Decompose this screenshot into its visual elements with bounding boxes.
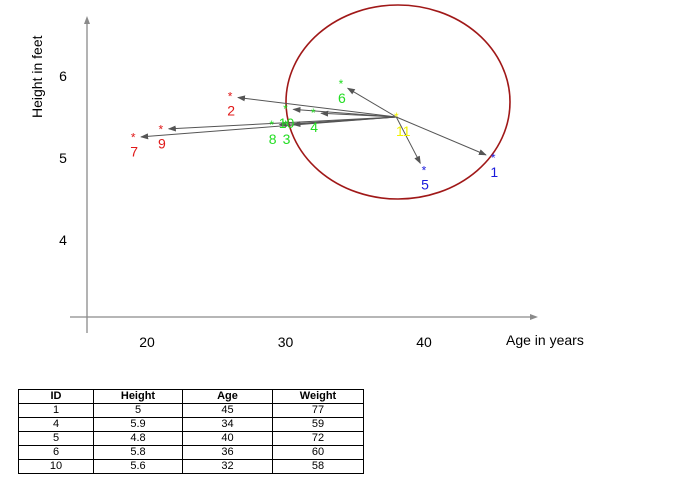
- cell-weight: 58: [272, 459, 364, 474]
- header-age: Age: [182, 389, 273, 404]
- point-marker: *: [269, 118, 274, 132]
- cell-id: 1: [18, 403, 94, 418]
- point-label: 4: [310, 119, 318, 135]
- point-marker: *: [491, 151, 496, 165]
- cell-age: 45: [182, 403, 273, 418]
- point-label: 3: [283, 131, 291, 147]
- x-tick-labels: 20 30 40: [139, 334, 432, 350]
- cell-weight: 72: [272, 431, 364, 446]
- point-marker: *: [228, 90, 233, 104]
- point-label: 9: [158, 135, 166, 151]
- point-marker: *: [339, 77, 344, 91]
- y-tick-label: 4: [59, 232, 67, 248]
- cell-id: 10: [18, 459, 94, 474]
- cell-age: 32: [182, 459, 273, 474]
- x-tick-label: 20: [139, 334, 155, 350]
- header-weight: Weight: [272, 389, 364, 404]
- distance-arrow: [167, 116, 397, 132]
- cell-height: 5: [93, 403, 183, 418]
- query-label: 11: [396, 123, 411, 139]
- x-axis-arrow: [530, 314, 538, 320]
- cell-id: 4: [18, 417, 94, 432]
- neighborhood-circle: [285, 4, 511, 200]
- cell-height: 4.8: [93, 431, 183, 446]
- point-label: 10: [279, 115, 295, 131]
- point-marker: *: [311, 106, 316, 120]
- cell-id: 6: [18, 445, 94, 460]
- point-marker: *: [283, 118, 288, 132]
- table-row: 5 4.8 40 72: [18, 431, 364, 446]
- y-axis-label: Height in feet: [29, 35, 45, 118]
- header-id: ID: [18, 389, 94, 404]
- cell-height: 5.8: [93, 445, 183, 460]
- point-label: 1: [490, 164, 498, 180]
- cell-age: 34: [182, 417, 273, 432]
- cell-weight: 77: [272, 403, 364, 418]
- query-point: *11: [394, 110, 411, 139]
- x-tick-label: 30: [278, 334, 294, 350]
- x-axis-label: Age in years: [506, 332, 584, 348]
- table-row: 4 5.9 34 59: [18, 417, 364, 432]
- distance-arrow: [292, 106, 397, 118]
- table-row: 10 5.6 32 58: [18, 459, 364, 474]
- cell-age: 40: [182, 431, 273, 446]
- distance-arrows: [140, 87, 487, 165]
- cell-height: 5.6: [93, 459, 183, 474]
- distance-arrow: [140, 116, 397, 140]
- distance-arrow: [346, 87, 397, 118]
- y-axis-arrow: [84, 16, 90, 24]
- y-tick-label: 5: [59, 150, 67, 166]
- point-marker: *: [131, 131, 136, 145]
- cell-age: 36: [182, 445, 273, 460]
- distance-arrow: [396, 116, 487, 156]
- data-table: ID Height Age Weight 1 5 45 77 4 5.9 34 …: [18, 389, 364, 474]
- y-tick-label: 6: [59, 68, 67, 84]
- cell-weight: 59: [272, 417, 364, 432]
- x-tick-label: 40: [416, 334, 432, 350]
- point-marker: *: [283, 102, 288, 116]
- point-label: 7: [130, 144, 138, 160]
- cell-height: 5.9: [93, 417, 183, 432]
- y-tick-labels: 4 5 6: [59, 68, 67, 248]
- data-points: *1*2*3*4*5*6*7*8*9*10: [130, 77, 498, 192]
- scatter-plot: Age in years Height in feet 20 30 40 4 5 6 *…: [29, 4, 584, 350]
- point-label: 5: [421, 176, 429, 192]
- table-row: 6 5.8 36 60: [18, 445, 364, 460]
- point-label: 6: [338, 90, 346, 106]
- distance-arrow: [395, 116, 421, 165]
- table-row: 1 5 45 77: [18, 403, 364, 418]
- cell-weight: 60: [272, 445, 364, 460]
- point-label: 8: [269, 131, 277, 147]
- point-label: 2: [227, 103, 235, 119]
- header-height: Height: [93, 389, 183, 404]
- query-marker: *: [394, 110, 399, 124]
- cell-id: 5: [18, 431, 94, 446]
- point-marker: *: [422, 163, 427, 177]
- table-header-row: ID Height Age Weight: [18, 389, 364, 404]
- point-marker: *: [159, 122, 164, 136]
- distance-arrow: [237, 95, 397, 118]
